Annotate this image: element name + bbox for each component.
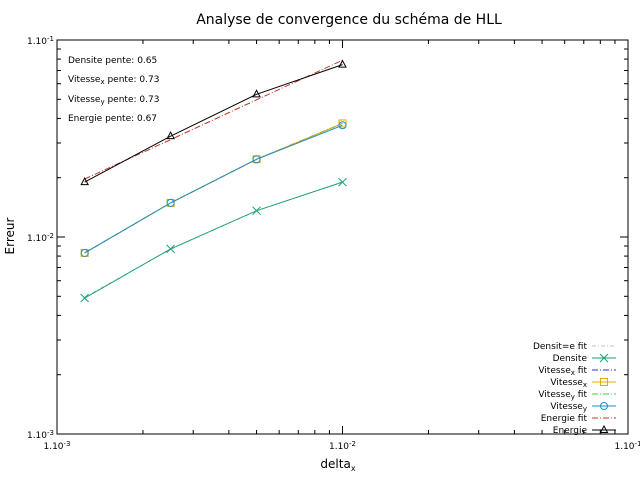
legend-marker (600, 378, 608, 386)
slope-annotation: Vitessex pente: 0.73 (68, 75, 159, 86)
x-axis-label: deltax (320, 457, 355, 473)
slope-annotation: Energie pente: 0.67 (68, 114, 157, 124)
data-point-energie (166, 131, 175, 140)
y-tick-label: 1.10-2 (27, 232, 54, 244)
legend-label: Vitessex (550, 378, 587, 389)
y-axis-label: Erreur (3, 217, 17, 254)
axis-ticks: 1.10-3 1.10-2 1.10-1 1.10-3 1.10-2 1.10-1 (27, 35, 640, 452)
series-line-vitessey (84, 124, 343, 254)
legend-label: Vitessex fit (538, 366, 587, 377)
data-point-densite (166, 244, 175, 254)
legend-label: Densit=e fit (533, 342, 587, 352)
legend-marker (600, 402, 608, 410)
data-point-energie (80, 177, 90, 186)
data-point-energie (252, 89, 261, 98)
data-point-energie (338, 59, 347, 68)
series-line-vitessex-fit (84, 122, 343, 254)
legend-label: Vitessey fit (538, 390, 587, 401)
data-point-vitessey (166, 198, 175, 207)
data-point-densite (252, 206, 261, 216)
series-line-energie (84, 64, 343, 183)
legend-marker (599, 424, 609, 433)
data-point-vitessey (80, 248, 89, 257)
series-line-densit-e-fit (84, 181, 343, 298)
legend-label: Densite (553, 354, 588, 364)
slope-annotation: Vitessey pente: 0.73 (68, 95, 159, 106)
y-tick-label: 1.10-1 (27, 35, 54, 47)
data-point-vitessey (252, 155, 261, 164)
series-line-densite (84, 181, 343, 299)
y-tick-label: 1.10-3 (27, 429, 54, 441)
x-tick-label: 1.10-1 (614, 440, 640, 452)
data-point-densite (80, 293, 90, 303)
data-point-densite (338, 177, 347, 187)
x-tick-label: 1.10-3 (43, 440, 70, 452)
data-point-vitessey (338, 121, 347, 130)
chart-title: Analyse de convergence du schéma de HLL (196, 12, 502, 28)
slope-annotation: Densite pente: 0.65 (68, 56, 157, 66)
series-line-vitessex (84, 122, 343, 254)
legend-label: Vitessey (550, 402, 587, 413)
series-line-vitessey-fit (84, 122, 343, 254)
series-layer (80, 59, 347, 303)
slope-annotations: Densite pente: 0.65 Vitessex pente: 0.73 V… (68, 56, 159, 124)
legend-label: Energie fit (541, 414, 588, 424)
legend-marker (599, 353, 609, 363)
x-tick-label: 1.10-2 (329, 440, 356, 452)
legend-label: Energie (553, 426, 588, 436)
